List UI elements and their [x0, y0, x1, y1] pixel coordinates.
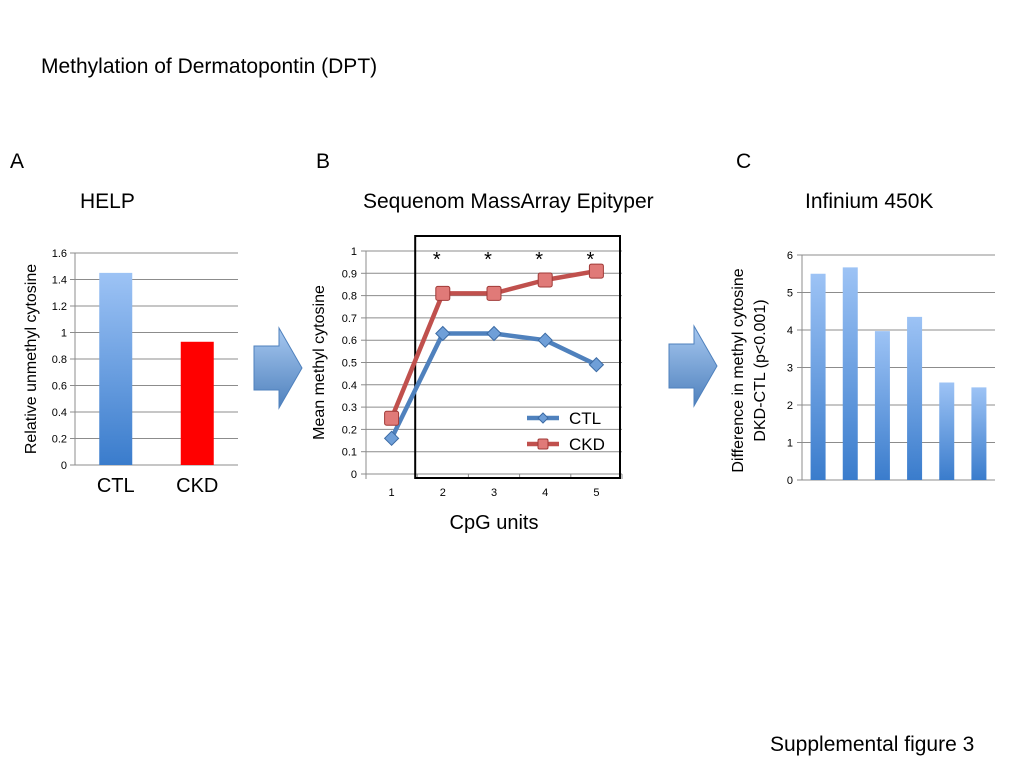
page-title: Methylation of Dermatopontin (DPT)	[41, 55, 378, 78]
y-tick-label: 0.6	[342, 335, 357, 347]
y-tick-label: 0.2	[52, 434, 67, 446]
point-ckd	[486, 285, 502, 301]
panel-letter-a: A	[10, 150, 25, 173]
point-ctl	[537, 332, 553, 348]
y-tick-label: 4	[787, 325, 793, 337]
y-tick-label: 1	[351, 246, 357, 258]
significance-star: *	[587, 249, 595, 271]
footer-caption: Supplemental figure 3	[770, 733, 975, 756]
y-tick-label: 0.5	[342, 358, 357, 370]
point-ckd	[537, 272, 553, 288]
y-tick-label: 0	[351, 469, 357, 481]
panel-title-c: Infinium 450K	[805, 190, 934, 213]
chart-infinium: 0 1 2 3 4 5 6 Difference in methyl cytosine DKD-…	[730, 250, 995, 487]
y-axis-label: Relative unmethyl cytosine	[23, 264, 40, 454]
bar	[810, 273, 826, 480]
chart-sequenom: 0 0.1 0.2 0.3 0.4 0.5 0.6 0.7 0.8 0.9 1 1 2 3 4 5 * * * * CT…	[311, 235, 623, 534]
y-axis-label: Mean methyl cytosine	[311, 285, 328, 440]
y-tick-label: 1.4	[52, 275, 67, 287]
y-axis-label: Difference in methyl cytosine	[730, 268, 747, 472]
y-tick-label: 0.3	[342, 402, 357, 414]
y-tick-label: 1	[787, 438, 793, 450]
y-tick-label: 5	[787, 288, 793, 300]
point-ckd	[384, 410, 400, 426]
x-tick-label: 3	[491, 487, 497, 499]
flow-arrows	[253, 324, 718, 410]
y-tick-label: 0.1	[342, 447, 357, 459]
significance-star: *	[433, 249, 441, 271]
chart-help: 0 0.2 0.4 0.6 0.8 1 1.2 1.4 1.6 CTL CKD Relative un…	[23, 248, 238, 497]
bar-ckd	[180, 341, 214, 465]
significance-star: *	[484, 249, 492, 271]
x-tick-label: 5	[593, 487, 599, 499]
panel-letter-c: C	[736, 150, 752, 173]
y-tick-label: 6	[787, 250, 793, 262]
panel-letter-b: B	[316, 150, 331, 173]
y-tick-label: 0	[61, 460, 67, 472]
x-category-label: CTL	[97, 475, 135, 497]
y-tick-label: 0.4	[52, 407, 67, 419]
y-tick-label: 3	[787, 363, 793, 375]
point-ctl	[383, 430, 400, 447]
point-ctl	[588, 357, 605, 373]
y-tick-label: 1.2	[52, 301, 67, 313]
point-ckd	[588, 263, 604, 279]
bar-ctl	[99, 272, 133, 465]
bar	[971, 387, 987, 480]
y-tick-label: 0.4	[342, 380, 357, 392]
y-axis-label: DKD-CTL (p<0.001)	[752, 299, 769, 441]
y-tick-label: 0.8	[52, 354, 67, 366]
y-tick-label: 2	[787, 400, 793, 412]
x-tick-label: 1	[389, 487, 395, 499]
legend-label-ctl: CTL	[569, 409, 601, 428]
x-axis-label: CpG units	[450, 512, 539, 534]
point-ctl	[435, 325, 451, 342]
legend-marker	[537, 412, 549, 424]
y-tick-label: 0.9	[342, 268, 357, 280]
y-tick-label: 0.8	[342, 291, 357, 303]
y-tick-label: 0.2	[342, 424, 357, 436]
legend-label-ckd: CKD	[569, 435, 605, 454]
panel-title-a: HELP	[80, 190, 135, 213]
point-ctl	[486, 325, 502, 342]
y-tick-label: 1	[61, 328, 67, 340]
x-tick-label: 2	[440, 487, 446, 499]
panel-title-b: Sequenom MassArray Epityper	[363, 190, 654, 213]
y-tick-label: 0.6	[52, 381, 67, 393]
arrow-a-to-b	[253, 326, 303, 410]
bar	[842, 267, 858, 480]
x-tick-label: 4	[542, 487, 548, 499]
point-ckd	[435, 285, 451, 301]
y-tick-label: 0	[787, 475, 793, 487]
significance-star: *	[535, 249, 543, 271]
legend-marker	[537, 438, 549, 450]
arrow-b-to-c	[668, 324, 718, 408]
bar	[939, 382, 955, 480]
x-category-label: CKD	[176, 475, 218, 497]
bar	[907, 316, 923, 480]
bar	[874, 331, 890, 480]
y-tick-label: 1.6	[52, 248, 67, 260]
y-tick-label: 0.7	[342, 313, 357, 325]
